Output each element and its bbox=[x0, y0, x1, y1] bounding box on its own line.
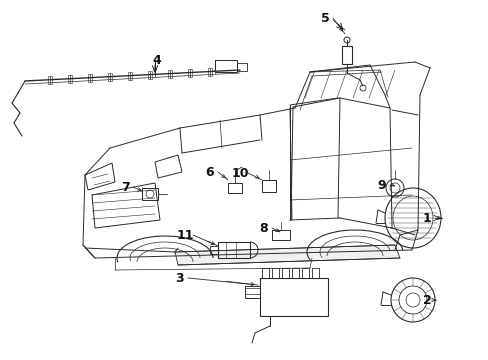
Bar bbox=[260, 278, 327, 316]
Bar bbox=[262, 268, 268, 278]
Text: 4: 4 bbox=[152, 54, 161, 67]
Text: 1: 1 bbox=[422, 212, 430, 225]
Bar bbox=[271, 268, 279, 278]
Bar bbox=[341, 46, 351, 64]
Text: 10: 10 bbox=[231, 166, 248, 180]
Bar bbox=[68, 75, 72, 83]
Bar bbox=[237, 63, 246, 71]
Text: 9: 9 bbox=[377, 179, 386, 192]
Text: 3: 3 bbox=[175, 271, 184, 284]
Bar bbox=[148, 71, 152, 78]
Bar bbox=[48, 76, 52, 84]
Bar bbox=[142, 188, 158, 200]
Bar bbox=[128, 72, 132, 80]
Bar bbox=[262, 180, 275, 192]
Text: 5: 5 bbox=[320, 12, 329, 24]
Bar bbox=[215, 60, 237, 72]
Bar bbox=[244, 286, 260, 298]
Text: 8: 8 bbox=[259, 221, 268, 234]
Polygon shape bbox=[175, 245, 399, 265]
Bar bbox=[88, 74, 92, 82]
Bar bbox=[271, 230, 289, 240]
Bar bbox=[187, 68, 192, 77]
Text: 6: 6 bbox=[205, 166, 214, 179]
Text: 2: 2 bbox=[422, 293, 430, 306]
Bar bbox=[302, 268, 308, 278]
Bar bbox=[227, 183, 242, 193]
Text: 11: 11 bbox=[176, 229, 193, 242]
Bar bbox=[311, 268, 318, 278]
Bar bbox=[291, 268, 298, 278]
Bar bbox=[168, 69, 172, 78]
Bar bbox=[207, 68, 212, 76]
Bar bbox=[218, 242, 249, 258]
Bar bbox=[282, 268, 288, 278]
Bar bbox=[108, 73, 112, 81]
Text: 7: 7 bbox=[121, 180, 129, 194]
Bar bbox=[209, 246, 218, 254]
